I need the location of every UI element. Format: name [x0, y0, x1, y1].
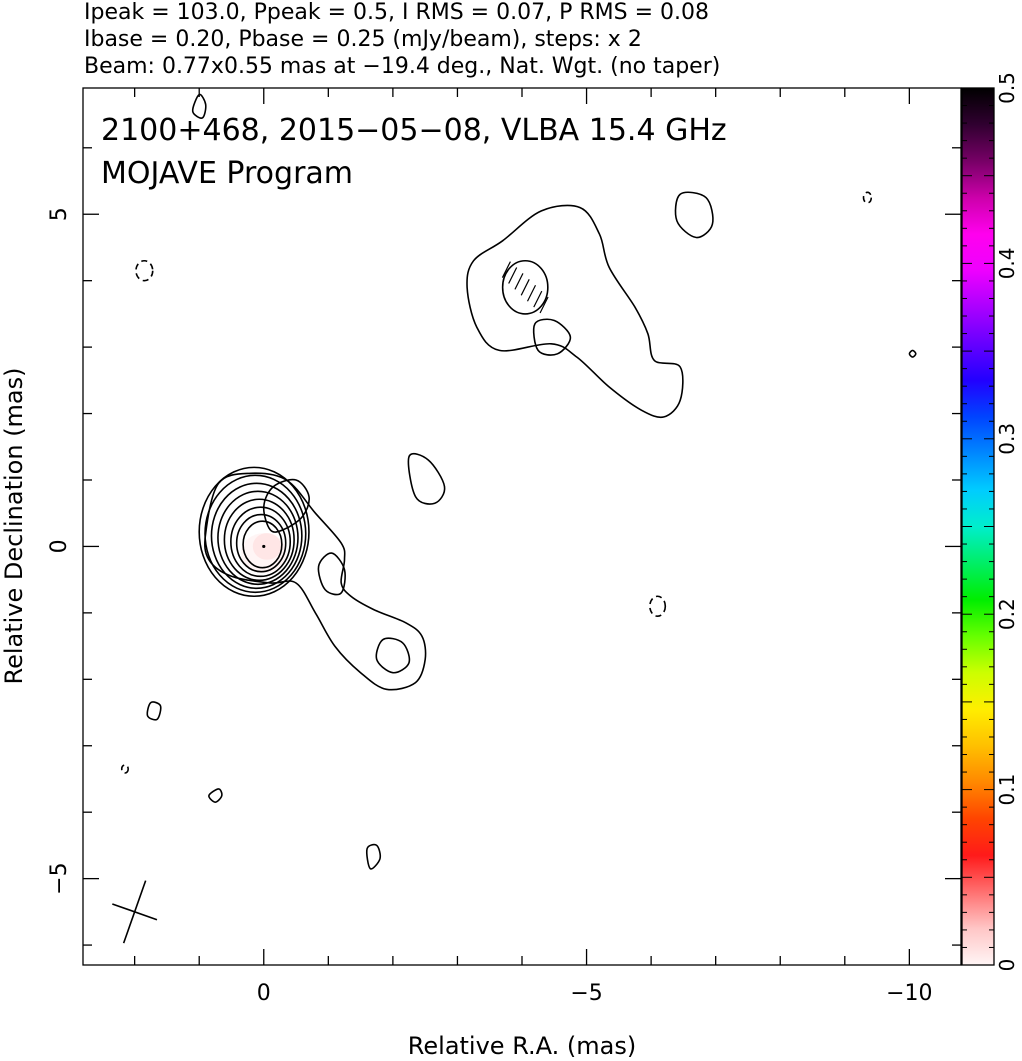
x-tick-label: 0 [257, 981, 271, 1006]
contour-jet-hole-b [375, 637, 411, 674]
colorbar-tick-label: 0.3 [995, 423, 1019, 455]
colorbar-tick-label: 0 [995, 959, 1019, 972]
contour-blob-2 [674, 191, 714, 239]
contour-layer [112, 93, 917, 944]
contour-blob-5 [208, 788, 223, 804]
contour-inner-loop [262, 478, 310, 533]
x-axis-label: Relative R.A. (mas) [408, 1032, 636, 1060]
header-line-1: Ipeak = 103.0, Ppeak = 0.5, I RMS = 0.07… [84, 0, 709, 25]
colorbar-tick-label: 0.5 [995, 72, 1019, 104]
axis-tick-labels: 0 −5 −10 −5 0 5 [47, 207, 933, 1006]
colorbar-tick-label: 0.4 [995, 247, 1019, 279]
x-tick-label: −10 [886, 981, 932, 1006]
x-tick-label: −5 [570, 981, 602, 1006]
contour-blob-6 [366, 843, 382, 870]
core-contour [242, 520, 283, 569]
core-contour [217, 490, 299, 586]
core-contour [230, 506, 292, 578]
plot-frame [82, 87, 962, 966]
core-contour [223, 498, 295, 582]
contour-blob-3 [191, 93, 207, 119]
colorbar-tick-label: 0.1 [995, 774, 1019, 806]
contour-neg-3 [862, 191, 873, 204]
core-contour [235, 513, 287, 573]
contour-jet-hole-a [317, 552, 346, 596]
header-line-2: Ibase = 0.20, Pbase = 0.25 (mJy/beam), s… [84, 27, 642, 52]
contour-blob-1 [407, 452, 446, 505]
colorbar-ticks: 0 0.1 0.2 0.3 0.4 0.5 [962, 72, 1019, 971]
polarization-hatch [514, 273, 524, 290]
contour-neg-2 [649, 595, 667, 617]
polarization-fill-core [252, 533, 282, 560]
core-peak [262, 544, 266, 549]
contour-hatched-region [501, 259, 549, 315]
contour-north-hole [532, 318, 572, 356]
polarization-hatch [501, 261, 511, 278]
plot-title: 2100+468, 2015−05−08, VLBA 15.4 GHz [101, 113, 727, 148]
contour-neg-1 [135, 259, 154, 282]
y-axis-label: Relative Declination (mas) [0, 367, 28, 684]
contour-neg-4 [120, 764, 129, 774]
contour-blob-7 [908, 349, 917, 358]
y-tick-label: 0 [47, 539, 72, 553]
core-contour [198, 466, 310, 598]
polarization-hatch [533, 290, 543, 308]
polarization-hatch [520, 279, 530, 296]
polarization-hatch [526, 284, 537, 302]
axis-ticks [83, 88, 961, 965]
plot-subtitle: MOJAVE Program [101, 156, 353, 191]
beam-minor-axis [112, 903, 158, 921]
core-contour [210, 482, 303, 590]
y-tick-label: −5 [47, 862, 72, 894]
colorbar-tick-label: 0.2 [995, 598, 1019, 630]
contour-north-component [466, 204, 684, 419]
contour-blob-4 [146, 701, 162, 721]
header-line-3: Beam: 0.77x0.55 mas at −19.4 deg., Nat. … [84, 54, 720, 79]
contour-outer-jet [204, 472, 427, 691]
polarization-hatch [508, 267, 518, 284]
core-contour [204, 474, 307, 594]
y-tick-label: 5 [47, 207, 72, 221]
polarization-hatch [539, 296, 549, 314]
